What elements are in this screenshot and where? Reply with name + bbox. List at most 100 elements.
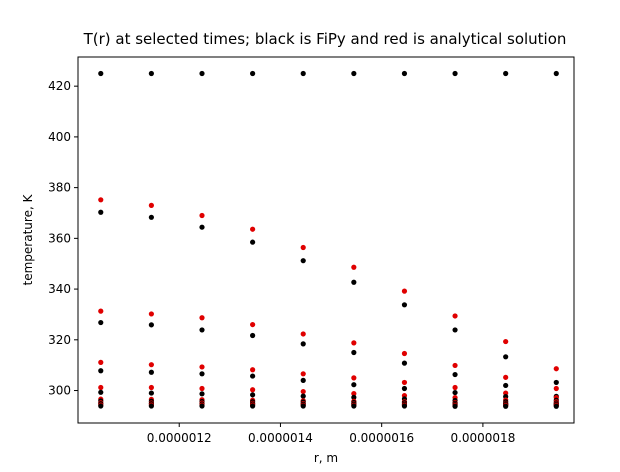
data-point — [148, 202, 154, 208]
data-point — [148, 369, 154, 375]
data-point — [250, 332, 256, 339]
data-points — [98, 70, 559, 409]
data-point — [351, 394, 357, 400]
data-point — [300, 371, 306, 377]
data-point — [98, 359, 104, 365]
data-point — [351, 340, 357, 346]
data-point — [300, 341, 306, 347]
data-point — [148, 70, 154, 77]
data-point — [351, 382, 357, 388]
data-point — [452, 389, 458, 396]
data-point — [401, 385, 408, 392]
data-point — [98, 197, 104, 203]
data-point — [250, 367, 256, 373]
data-point — [199, 385, 205, 392]
axis-ticks: 300 320 340 360 380 400 420 0.0000012 0.0000014 0… — [48, 79, 515, 445]
data-point — [300, 258, 306, 264]
data-point — [503, 403, 509, 409]
y-tick-label: 400 — [48, 130, 71, 144]
data-point — [351, 70, 357, 77]
x-tick-label: 0.0000016 — [349, 431, 414, 445]
data-point — [452, 362, 458, 369]
data-point — [401, 302, 408, 308]
data-point — [148, 322, 154, 328]
data-point — [553, 70, 559, 77]
data-point — [250, 373, 256, 379]
data-point — [503, 374, 509, 380]
data-point — [553, 385, 559, 392]
data-point — [401, 360, 408, 366]
data-point — [250, 70, 256, 77]
data-point — [401, 288, 408, 294]
data-point — [250, 239, 256, 245]
data-point — [452, 403, 458, 409]
data-point — [503, 354, 509, 360]
x-tick-label: 0.0000018 — [450, 431, 515, 445]
data-point — [503, 70, 509, 77]
data-point — [452, 327, 458, 333]
x-tick-label: 0.0000012 — [147, 431, 212, 445]
data-point — [98, 389, 104, 395]
data-point — [452, 384, 458, 391]
data-point — [351, 349, 357, 356]
y-tick-label: 320 — [48, 333, 71, 347]
data-point — [98, 319, 104, 326]
data-point — [300, 70, 306, 77]
data-point — [199, 371, 205, 377]
data-point — [148, 214, 154, 220]
x-tick-label: 0.0000014 — [248, 431, 313, 445]
data-point — [98, 70, 104, 77]
data-point — [300, 244, 306, 251]
data-point — [553, 366, 559, 372]
data-point — [452, 371, 458, 378]
y-tick-label: 380 — [48, 181, 71, 195]
data-point — [199, 315, 205, 321]
data-point — [401, 403, 408, 409]
data-point — [250, 387, 256, 393]
data-point — [452, 70, 458, 77]
data-point — [351, 375, 357, 381]
data-point — [199, 403, 205, 409]
data-point — [199, 224, 205, 230]
data-point — [300, 388, 306, 395]
plot-frame — [77, 56, 575, 424]
data-point — [98, 368, 104, 374]
data-point — [300, 403, 306, 409]
data-point — [553, 403, 559, 409]
data-point — [199, 212, 205, 219]
y-axis-label: temperature, K — [21, 193, 35, 285]
data-point — [300, 331, 306, 337]
data-point — [553, 379, 559, 386]
data-point — [98, 384, 104, 391]
x-axis-label: r, m — [314, 451, 338, 465]
data-point — [351, 264, 357, 270]
y-tick-label: 340 — [48, 282, 71, 296]
data-point — [401, 379, 408, 386]
data-point — [503, 338, 509, 345]
data-point — [300, 377, 306, 383]
data-point — [503, 382, 509, 389]
data-point — [250, 392, 256, 398]
data-point — [98, 209, 104, 215]
data-point — [98, 403, 104, 409]
chart-title: T(r) at selected times; black is FiPy an… — [83, 30, 567, 48]
data-point — [199, 327, 205, 333]
data-point — [148, 362, 154, 368]
data-point — [351, 390, 357, 397]
data-point — [250, 321, 256, 328]
data-point — [452, 313, 458, 319]
data-point — [98, 308, 104, 314]
data-point — [199, 70, 205, 77]
data-point — [351, 279, 357, 285]
data-point — [148, 311, 154, 317]
data-point — [199, 364, 205, 370]
data-point — [300, 393, 306, 399]
data-point — [250, 226, 256, 232]
data-point — [401, 350, 408, 357]
y-tick-label: 300 — [48, 384, 71, 398]
data-point — [199, 391, 205, 397]
data-point — [351, 403, 357, 409]
data-point — [148, 403, 154, 409]
data-point — [401, 70, 408, 77]
data-point — [250, 403, 256, 409]
